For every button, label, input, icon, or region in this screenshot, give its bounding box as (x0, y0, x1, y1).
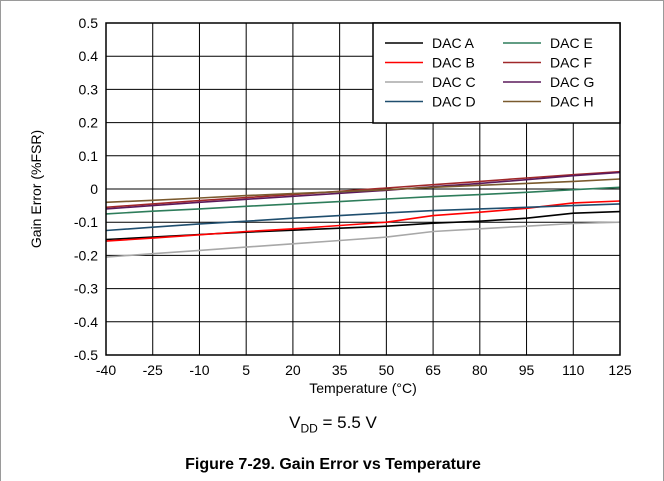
y-tick-label: -0.1 (74, 214, 98, 230)
x-tick-label: -25 (143, 362, 163, 378)
y-tick-label: 0.5 (79, 15, 99, 31)
legend-label: DAC A (432, 35, 475, 51)
x-tick-label: 5 (242, 362, 250, 378)
y-tick-label: -0.3 (74, 281, 98, 297)
condition-value: = 5.5 V (317, 413, 377, 432)
series-line-dac-f (105, 170, 621, 209)
legend-label: DAC E (550, 35, 593, 51)
y-tick-labels: -0.5 -0.4 -0.3 -0.2 -0.1 0 0.1 0.2 0.3 0.4 0.5 (74, 15, 98, 363)
x-tick-labels: -40 -25 -10 5 20 35 50 65 80 95 110 125 (96, 362, 632, 378)
x-tick-label: 80 (472, 362, 488, 378)
x-tick-label: 35 (332, 362, 348, 378)
y-axis-title: Gain Error (%FSR) (28, 130, 44, 248)
y-tick-label: 0.2 (79, 115, 99, 131)
x-tick-label: 125 (608, 362, 632, 378)
x-tick-label: -10 (189, 362, 209, 378)
series-line-dac-e (105, 186, 621, 215)
series-line-dac-d (105, 203, 621, 232)
legend-label: DAC F (550, 55, 592, 71)
legend-label: DAC G (550, 74, 594, 90)
x-axis-title: Temperature (°C) (309, 380, 417, 396)
y-tick-label: -0.2 (74, 247, 98, 263)
y-tick-label: 0 (90, 181, 98, 197)
plot-border (105, 22, 621, 356)
x-tick-label: 50 (379, 362, 395, 378)
condition-subscript: DD (300, 421, 318, 436)
series-line-dac-h (105, 178, 621, 204)
gain-error-chart: -40 -25 -10 5 20 35 50 65 80 95 110 125 -0.5-0.4-0.… (28, 15, 632, 396)
y-tick-label: 0.4 (79, 48, 99, 64)
series-line-dac-g (105, 171, 621, 210)
legend-label: DAC B (432, 55, 475, 71)
x-tick-label: 95 (519, 362, 535, 378)
x-tick-label: 65 (425, 362, 441, 378)
condition-prefix: V (289, 413, 301, 432)
y-tick-label: 0.1 (79, 148, 99, 164)
x-tick-label: 110 (562, 362, 585, 378)
legend-label: DAC D (432, 94, 476, 110)
y-tick-label: -0.4 (74, 314, 98, 330)
y-tick-label: -0.5 (74, 347, 98, 363)
series-lines (105, 170, 621, 258)
condition-note: VDD = 5.5 V (1, 413, 664, 435)
x-tick-label: -40 (96, 362, 116, 378)
x-tick-label: 20 (285, 362, 301, 378)
legend-label: DAC H (550, 94, 594, 110)
series-line-dac-c (105, 221, 621, 258)
figure-caption: Figure 7-29. Gain Error vs Temperature (185, 456, 481, 473)
legend: DAC A DAC B DAC C DAC D DAC E DAC F DAC G DAC H (372, 22, 621, 124)
legend-label: DAC C (432, 74, 476, 90)
legend-box (372, 22, 621, 124)
y-tick-label: 0.3 (79, 81, 99, 97)
